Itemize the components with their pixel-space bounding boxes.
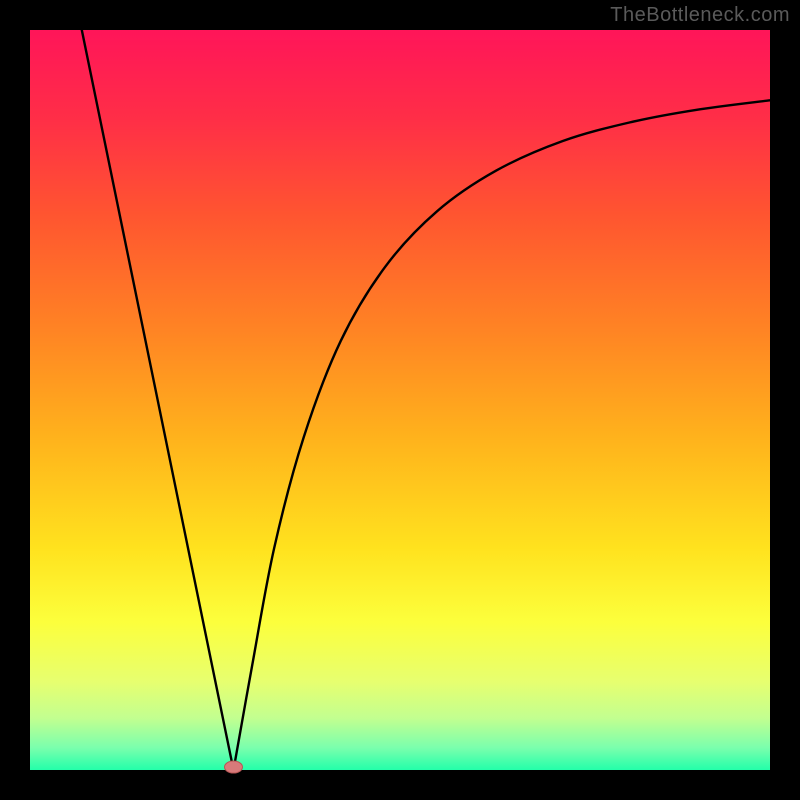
- plot-background: [30, 30, 770, 770]
- bottleneck-chart: [0, 0, 800, 800]
- watermark-text: TheBottleneck.com: [610, 4, 790, 27]
- optimal-point-marker: [225, 761, 243, 773]
- chart-frame: TheBottleneck.com: [0, 0, 800, 800]
